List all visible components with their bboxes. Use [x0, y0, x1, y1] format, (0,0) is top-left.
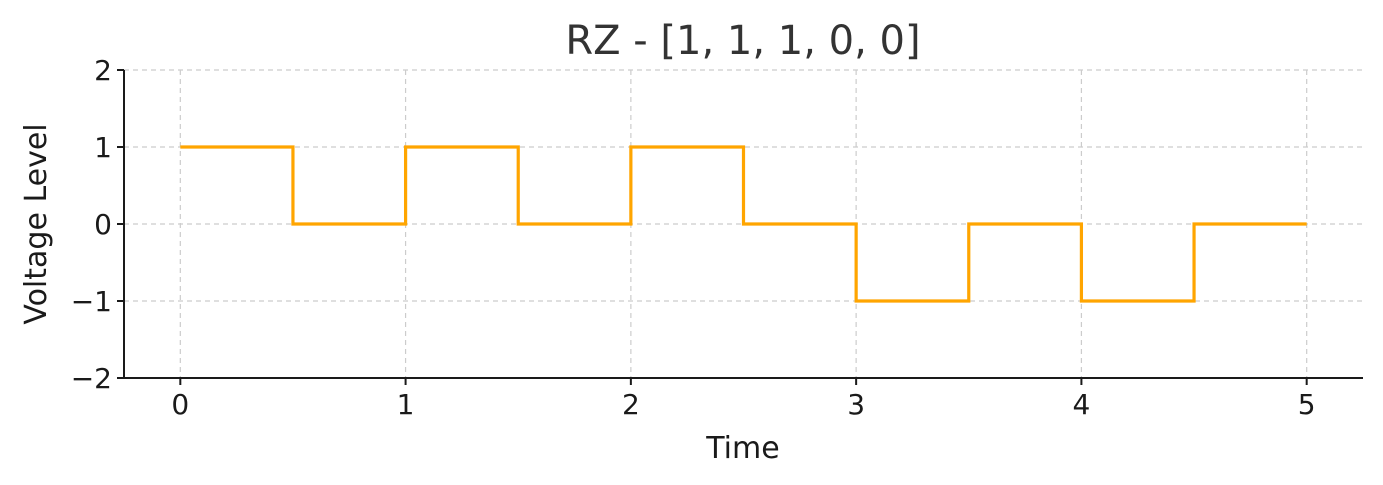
- x-tick-label: 3: [847, 388, 865, 421]
- x-tick-label: 5: [1298, 388, 1316, 421]
- chart-title: RZ - [1, 1, 1, 0, 0]: [565, 18, 920, 64]
- axes: [117, 69, 1363, 385]
- x-tick-label: 2: [622, 388, 640, 421]
- y-axis-label: Voltage Level: [19, 123, 54, 324]
- y-tick-label: 0: [94, 208, 112, 241]
- x-tick-label: 0: [171, 388, 189, 421]
- y-tick-label: 1: [94, 131, 112, 164]
- x-tick-label: 1: [397, 388, 415, 421]
- y-tick-label: 2: [94, 54, 112, 87]
- y-tick-label: −1: [71, 285, 112, 318]
- x-axis-label: Time: [705, 431, 779, 466]
- tick-labels: 0 1 2 3 4 5 2 1 0 −1 −2: [71, 54, 1316, 421]
- y-tick-label: −2: [71, 362, 112, 395]
- x-tick-label: 4: [1072, 388, 1090, 421]
- signal-line: [180, 145, 1307, 303]
- series-layer: [180, 145, 1307, 303]
